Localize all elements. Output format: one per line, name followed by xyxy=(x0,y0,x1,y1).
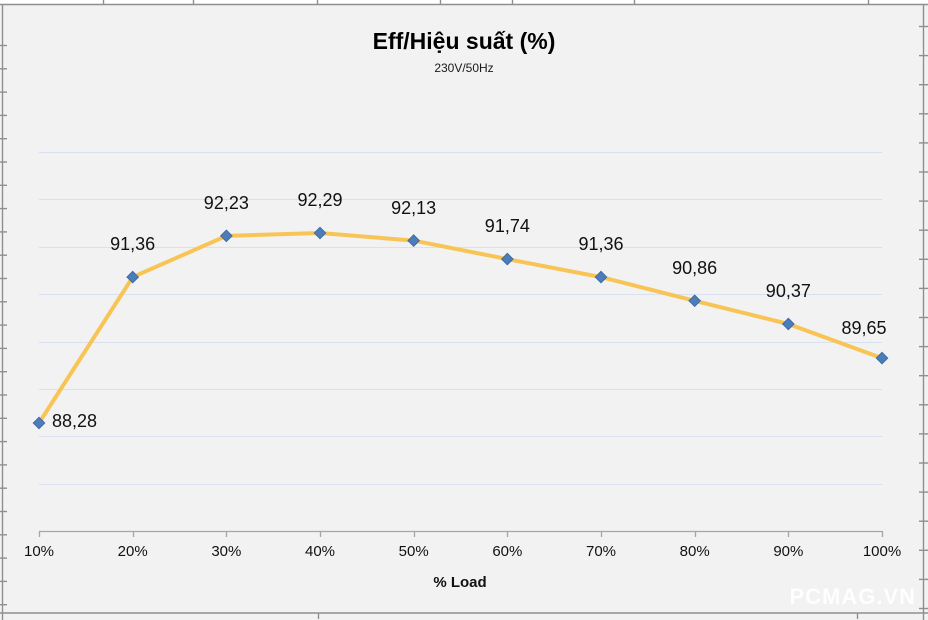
watermark: PCMAG.VN xyxy=(789,584,916,609)
x-axis-label: 30% xyxy=(211,543,242,560)
series-line xyxy=(37,231,884,425)
data-point-marker xyxy=(126,270,140,284)
x-axis-label: 100% xyxy=(862,543,902,560)
data-label: 91,36 xyxy=(110,234,156,255)
data-label: 91,74 xyxy=(484,216,530,237)
data-point-marker xyxy=(781,317,795,331)
x-axis xyxy=(38,530,884,537)
data-label: 92,29 xyxy=(297,190,343,210)
data-point-marker xyxy=(594,270,608,284)
chart-title: Eff/Hiệu suất (%) xyxy=(372,28,556,54)
gridlines xyxy=(39,152,882,485)
data-label: 91,36 xyxy=(578,234,624,255)
x-axis-label: 40% xyxy=(304,543,336,560)
data-label: 92,23 xyxy=(203,192,249,213)
x-axis-label: 20% xyxy=(117,543,148,560)
chart-subtitle: 230V/50Hz xyxy=(434,61,494,75)
data-point-marker xyxy=(313,226,327,240)
data-label: 88,28 xyxy=(52,410,98,431)
data-label: 89,65 xyxy=(841,318,887,339)
x-axis-label: 80% xyxy=(679,543,710,560)
x-axis-title: % Load xyxy=(433,574,487,591)
x-axis-label: 60% xyxy=(492,543,523,560)
x-axis-label: 50% xyxy=(398,543,429,560)
x-axis-label: 70% xyxy=(585,543,617,560)
data-point-marker xyxy=(875,351,889,365)
x-axis-label: 10% xyxy=(23,543,55,560)
data-label: 90,37 xyxy=(765,280,811,301)
data-point-marker xyxy=(407,234,421,247)
data-point-marker xyxy=(32,416,46,430)
data-label: 90,86 xyxy=(672,257,718,278)
data-label: 92,13 xyxy=(391,197,437,218)
x-axis-label: 90% xyxy=(773,543,804,560)
markers xyxy=(32,226,889,430)
data-point-marker xyxy=(688,294,702,308)
data-point-marker xyxy=(219,229,233,243)
data-point-marker xyxy=(500,252,514,266)
top-margin xyxy=(0,0,928,4)
